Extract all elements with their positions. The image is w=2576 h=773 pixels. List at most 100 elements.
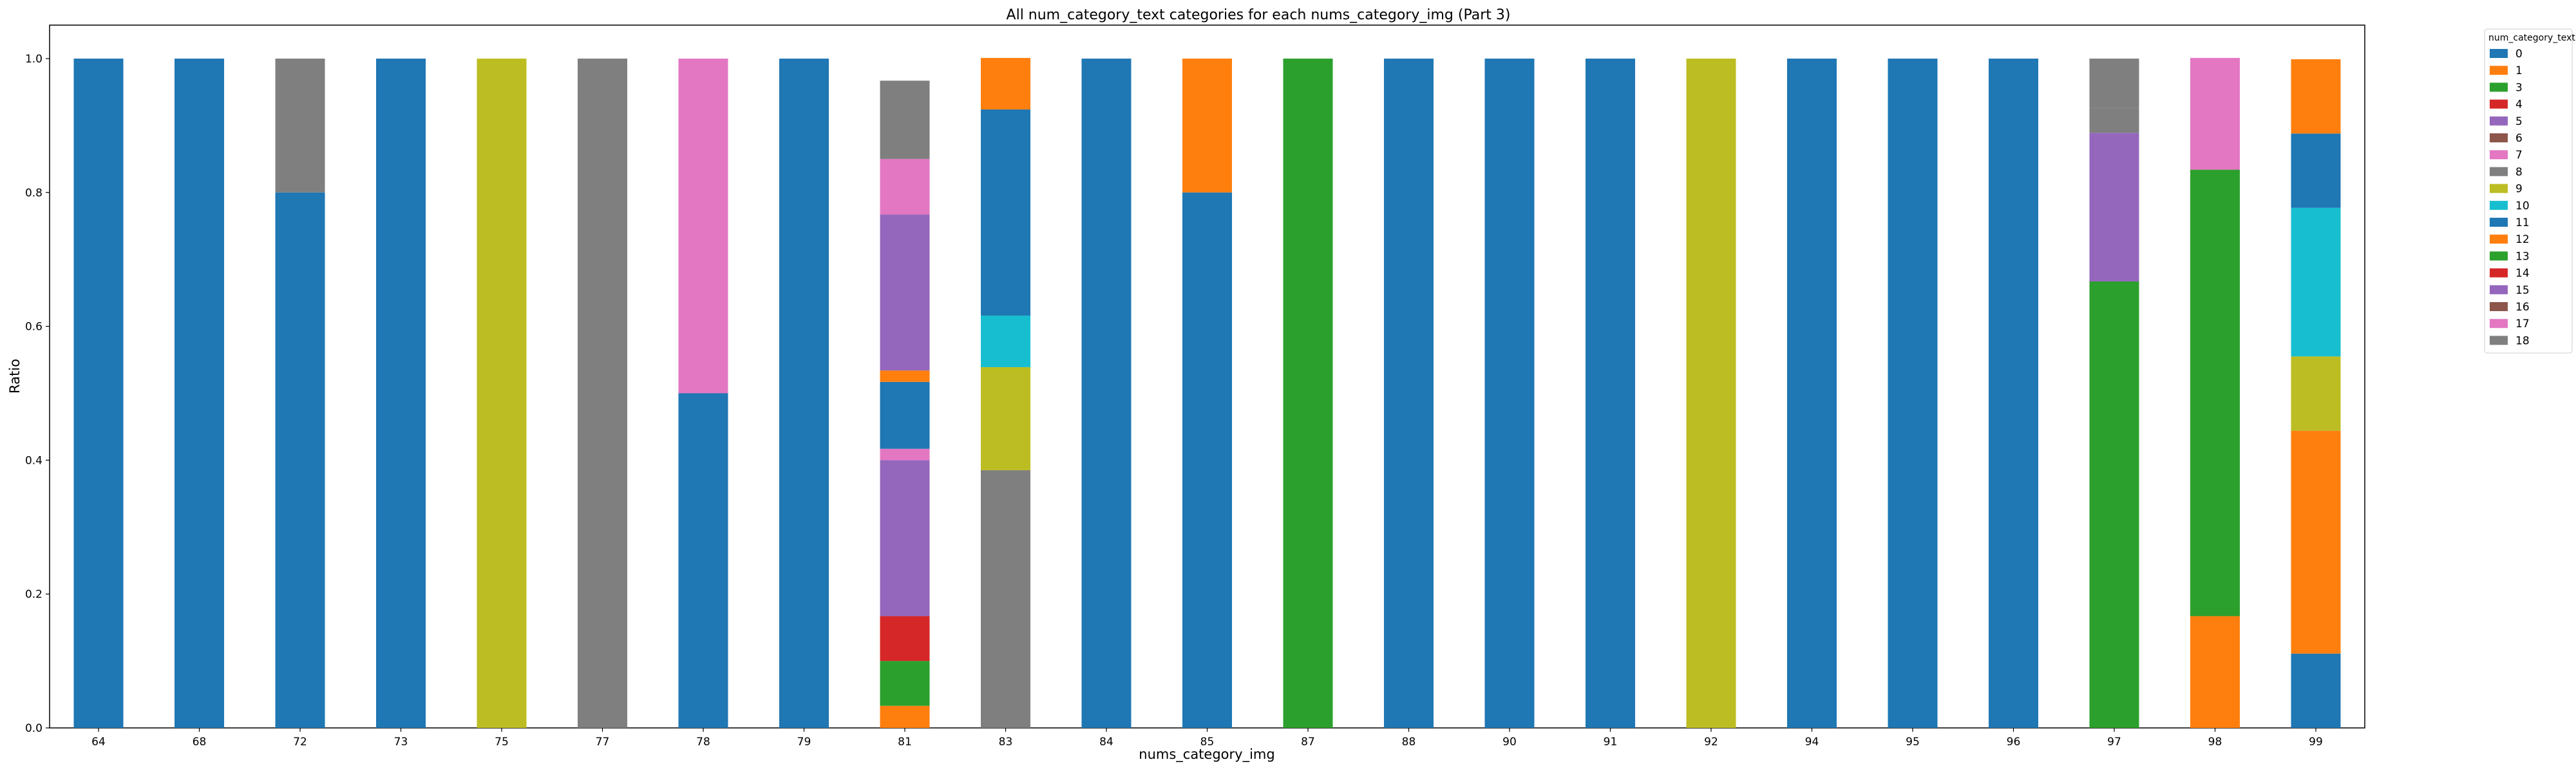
y-axis-label: Ratio bbox=[7, 359, 23, 394]
bar-segment-79-series-0 bbox=[779, 58, 829, 729]
bar-segment-98-series-3 bbox=[2190, 169, 2240, 616]
x-tick-label-97: 97 bbox=[2107, 736, 2121, 749]
bar-segment-78-series-0 bbox=[678, 393, 728, 728]
bar-segment-85-series-12 bbox=[1182, 58, 1232, 193]
bar-segment-98-series-1 bbox=[2190, 616, 2240, 728]
x-tick-label-92: 92 bbox=[1704, 736, 1718, 749]
legend-swatch-14 bbox=[2490, 268, 2508, 278]
legend-swatch-1 bbox=[2490, 66, 2508, 75]
x-tick-label-90: 90 bbox=[1502, 736, 1517, 749]
legend-label-18: 18 bbox=[2515, 334, 2530, 347]
bar-segment-96-series-0 bbox=[1989, 58, 2038, 729]
bar-segment-81-series-7 bbox=[880, 448, 930, 461]
bar-segment-97-series-8 bbox=[2089, 108, 2139, 133]
x-tick-label-64: 64 bbox=[91, 736, 106, 749]
legend-label-10: 10 bbox=[2515, 200, 2530, 213]
legend-label-5: 5 bbox=[2515, 115, 2523, 128]
legend-label-3: 3 bbox=[2515, 81, 2523, 94]
bar-segment-81-series-18 bbox=[880, 81, 930, 159]
bar-segment-81-series-12 bbox=[880, 370, 930, 382]
x-tick-label-91: 91 bbox=[1604, 736, 1618, 749]
legend-label-11: 11 bbox=[2515, 216, 2530, 229]
legend-label-16: 16 bbox=[2515, 301, 2530, 314]
bar-segment-81-series-3 bbox=[880, 661, 930, 706]
legend-label-4: 4 bbox=[2515, 99, 2523, 111]
legend-swatch-11 bbox=[2490, 218, 2508, 227]
bar-segment-99-series-12 bbox=[2291, 59, 2341, 134]
bar-segment-81-series-15 bbox=[880, 215, 930, 371]
legend-label-17: 17 bbox=[2515, 318, 2530, 330]
bar-segment-83-series-9 bbox=[981, 367, 1030, 470]
legend-swatch-13 bbox=[2490, 251, 2508, 261]
bar-segment-83-series-8 bbox=[981, 470, 1030, 728]
bar-segment-87-series-3 bbox=[1283, 58, 1333, 729]
legend-swatch-17 bbox=[2490, 319, 2508, 329]
x-tick-label-84: 84 bbox=[1099, 736, 1113, 749]
x-tick-label-96: 96 bbox=[2007, 736, 2021, 749]
bar-segment-97-series-18 bbox=[2089, 58, 2139, 108]
x-tick-label-95: 95 bbox=[1906, 736, 1920, 749]
bar-segment-99-series-10 bbox=[2291, 207, 2341, 357]
y-tick-label-0.6: 0.6 bbox=[25, 321, 43, 334]
x-tick-label-99: 99 bbox=[2309, 736, 2323, 749]
bar-segment-91-series-0 bbox=[1586, 58, 1635, 729]
x-tick-label-98: 98 bbox=[2208, 736, 2222, 749]
bar-segment-73-series-0 bbox=[376, 58, 426, 729]
legend-label-7: 7 bbox=[2515, 149, 2523, 162]
x-tick-label-72: 72 bbox=[293, 736, 307, 749]
bar-segment-97-series-5 bbox=[2089, 133, 2139, 282]
bar-segment-75-series-9 bbox=[477, 58, 527, 729]
legend-swatch-7 bbox=[2490, 150, 2508, 160]
x-tick-label-78: 78 bbox=[696, 736, 710, 749]
legend-swatch-3 bbox=[2490, 82, 2508, 92]
bar-segment-68-series-0 bbox=[175, 58, 224, 729]
legend-swatch-15 bbox=[2490, 285, 2508, 294]
legend-swatch-8 bbox=[2490, 167, 2508, 177]
y-tick-label-0.0: 0.0 bbox=[25, 722, 43, 735]
legend-swatch-10 bbox=[2490, 200, 2508, 210]
legend-swatch-4 bbox=[2490, 99, 2508, 109]
bar-segment-81-series-1 bbox=[880, 705, 930, 728]
y-tick-label-0.2: 0.2 bbox=[25, 588, 43, 601]
x-axis: 64 68 72 73 75 77 78 79 81 83 84 85 87 88 90 91 92 94 95 96… bbox=[91, 728, 2323, 749]
bar-segment-72-series-8 bbox=[275, 58, 325, 193]
bar-segment-99-series-1 bbox=[2291, 430, 2341, 654]
bar-segment-94-series-0 bbox=[1787, 58, 1837, 729]
legend-label-6: 6 bbox=[2515, 132, 2523, 145]
bar-segment-85-series-0 bbox=[1182, 192, 1232, 728]
bar-segment-64-series-0 bbox=[73, 58, 124, 729]
x-tick-label-83: 83 bbox=[999, 736, 1013, 749]
bar-segment-99-series-9 bbox=[2291, 356, 2341, 431]
bar-segment-83-series-10 bbox=[981, 315, 1030, 367]
bar-segment-97-series-3 bbox=[2089, 281, 2139, 729]
legend-label-1: 1 bbox=[2515, 64, 2523, 77]
x-tick-label-88: 88 bbox=[1402, 736, 1416, 749]
x-tick-label-81: 81 bbox=[898, 736, 912, 749]
y-tick-label-1.0: 1.0 bbox=[25, 53, 43, 66]
legend-swatch-6 bbox=[2490, 133, 2508, 142]
x-axis-label: nums_category_img bbox=[1139, 747, 1274, 763]
legend-label-8: 8 bbox=[2515, 166, 2523, 178]
legend-swatch-12 bbox=[2490, 234, 2508, 244]
legend-label-15: 15 bbox=[2515, 284, 2530, 297]
chart-title: All num_category_text categories for eac… bbox=[1007, 7, 1511, 23]
x-tick-label-94: 94 bbox=[1805, 736, 1819, 749]
x-tick-label-79: 79 bbox=[797, 736, 811, 749]
bar-segment-81-series-17 bbox=[880, 158, 930, 215]
x-tick-label-73: 73 bbox=[394, 736, 408, 749]
bar-segment-78-series-7 bbox=[678, 58, 728, 394]
x-tick-label-68: 68 bbox=[193, 736, 207, 749]
x-tick-label-87: 87 bbox=[1301, 736, 1315, 749]
bar-segment-83-series-12 bbox=[981, 57, 1030, 110]
y-axis: 0.0 0.2 0.4 0.6 0.8 1.0 bbox=[25, 53, 50, 735]
legend-title: num_category_text bbox=[2488, 33, 2575, 43]
bar-segment-77-series-8 bbox=[578, 58, 627, 729]
x-tick-label-77: 77 bbox=[596, 736, 610, 749]
bar-segment-81-series-5 bbox=[880, 460, 930, 616]
bar-segment-90-series-0 bbox=[1484, 58, 1535, 729]
bar-segment-99-series-11 bbox=[2291, 133, 2341, 208]
bar-segment-98-series-17 bbox=[2190, 57, 2240, 170]
bar-segment-72-series-0 bbox=[275, 192, 325, 728]
bar-segment-88-series-0 bbox=[1384, 58, 1434, 729]
